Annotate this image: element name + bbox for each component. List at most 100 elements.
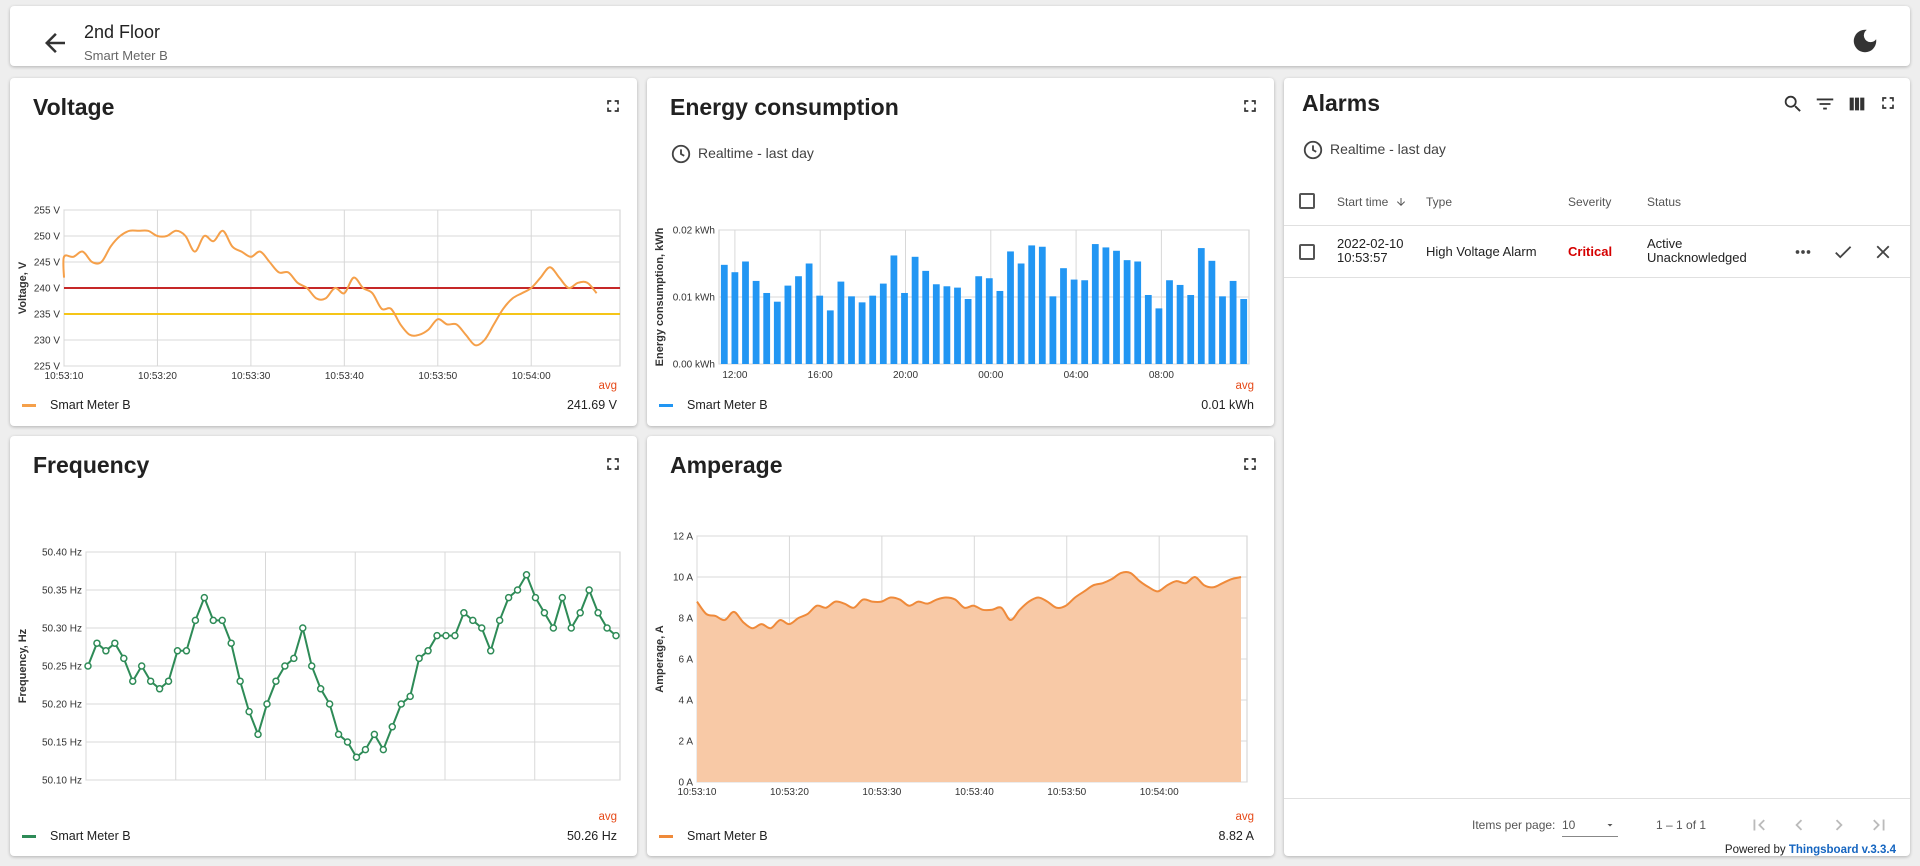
arrow-left-icon xyxy=(45,33,65,53)
x-tick-label: 10:53:10 xyxy=(678,787,717,796)
clear-alarm-button[interactable] xyxy=(1872,241,1894,263)
y-tick-label: 50.30 Hz xyxy=(42,624,82,635)
powered-by: Powered by Thingsboard v.3.3.4 xyxy=(1725,844,1896,856)
data-point xyxy=(120,654,128,663)
start-time-date: 2022-02-10 xyxy=(1337,236,1404,251)
bar xyxy=(1134,261,1142,364)
fullscreen-button[interactable] xyxy=(603,96,623,116)
widget-title: Frequency xyxy=(33,452,150,478)
y-tick-label: 50.35 Hz xyxy=(42,586,82,597)
page-title: 2nd Floor xyxy=(84,22,161,42)
bar xyxy=(1240,299,1248,364)
bar xyxy=(784,285,792,364)
column-header-type[interactable]: Type xyxy=(1426,195,1453,209)
fullscreen-button[interactable] xyxy=(1240,454,1260,474)
bar xyxy=(1166,280,1173,364)
theme-toggle-button[interactable] xyxy=(1850,26,1880,56)
status-line-2: Unacknowledged xyxy=(1647,250,1747,265)
column-header-status[interactable]: Status xyxy=(1647,195,1682,209)
legend-swatch xyxy=(22,835,36,838)
y-tick-label: 0.01 kWh xyxy=(673,293,715,304)
fullscreen-button[interactable] xyxy=(1240,96,1260,116)
last-page-button[interactable] xyxy=(1868,814,1890,836)
y-tick-label: 250 V xyxy=(34,232,60,243)
bar xyxy=(879,283,887,364)
series-line xyxy=(696,571,1242,630)
y-tick-label: 2 A xyxy=(679,737,694,748)
select-all-checkbox[interactable] xyxy=(1299,193,1315,209)
data-point xyxy=(442,631,450,640)
row-checkbox[interactable] xyxy=(1299,244,1315,260)
bar xyxy=(742,261,749,364)
data-point xyxy=(388,723,397,731)
data-point xyxy=(281,662,289,670)
widget-title: Energy consumption xyxy=(670,94,899,120)
x-tick-label: 10:53:30 xyxy=(246,785,285,786)
alarm-details-button[interactable] xyxy=(1792,241,1814,263)
bar xyxy=(1049,296,1057,364)
bar xyxy=(1081,280,1089,364)
next-page-button[interactable] xyxy=(1828,814,1850,836)
y-tick-label: 0.00 kWh xyxy=(673,360,715,371)
legend-series-name: Smart Meter B xyxy=(50,829,131,843)
voltage-widget: Voltage 225 V 230 V 235 V 240 V 245 V 250 V 25… xyxy=(10,78,637,426)
timewindow-text: Realtime - last day xyxy=(698,145,814,161)
fullscreen-button[interactable] xyxy=(1878,93,1900,115)
x-tick-label: 10:53:20 xyxy=(770,787,809,796)
last-page-icon xyxy=(1873,819,1885,831)
bar xyxy=(1038,246,1046,364)
widget-title: Amperage xyxy=(670,452,783,478)
data-point xyxy=(549,624,558,632)
timewindow-text: Realtime - last day xyxy=(1330,141,1446,157)
previous-page-button[interactable] xyxy=(1788,814,1810,836)
voltage-chart: 225 V 230 V 235 V 240 V 245 V 250 V 255 V Volta… xyxy=(17,206,621,382)
y-tick-label: 0.02 kWh xyxy=(673,226,715,237)
column-header-start-time[interactable]: Start time xyxy=(1337,195,1407,209)
bar xyxy=(1155,308,1163,364)
x-tick-label: 10:53:20 xyxy=(138,371,177,382)
x-tick-label: 10:53:50 xyxy=(1047,787,1086,796)
thingsboard-link[interactable]: Thingsboard v.3.3.4 xyxy=(1788,844,1896,856)
y-tick-label: 0 A xyxy=(679,778,694,789)
items-per-page-value: 10 xyxy=(1562,818,1576,832)
y-tick-label: 255 V xyxy=(34,206,60,217)
x-tick-label: 10:53:10 xyxy=(67,785,106,786)
bar xyxy=(869,295,877,364)
bar xyxy=(985,278,993,364)
back-button[interactable] xyxy=(40,28,70,58)
legend-row[interactable]: Smart Meter B 50.26 Hz xyxy=(22,827,617,847)
x-tick-label: 16:00 xyxy=(808,370,833,378)
legend-row[interactable]: Smart Meter B 241.69 V xyxy=(22,396,617,416)
cell-type: High Voltage Alarm xyxy=(1426,244,1537,259)
data-point xyxy=(612,631,620,640)
data-point xyxy=(379,745,388,754)
fullscreen-icon xyxy=(607,458,619,470)
data-point xyxy=(486,647,495,655)
x-tick-label: 10:54:00 xyxy=(515,785,554,786)
data-point xyxy=(307,662,316,670)
first-page-button[interactable] xyxy=(1748,814,1770,836)
fullscreen-button[interactable] xyxy=(603,454,623,474)
legend-swatch xyxy=(659,835,673,838)
table-row[interactable]: 2022-02-10 10:53:57 High Voltage Alarm C… xyxy=(1284,226,1910,278)
y-axis-label: Frequency, Hz xyxy=(17,628,29,703)
filter-button[interactable] xyxy=(1814,93,1836,115)
search-button[interactable] xyxy=(1782,93,1804,115)
items-per-page-select[interactable]: 10 xyxy=(1562,813,1618,837)
data-point xyxy=(576,609,584,617)
data-point xyxy=(146,677,155,685)
data-point xyxy=(478,624,486,632)
column-header-severity[interactable]: Severity xyxy=(1568,195,1612,209)
columns-button[interactable] xyxy=(1846,93,1868,115)
y-axis-label: Energy consumption, kWh xyxy=(654,227,666,366)
search-icon xyxy=(1784,95,1801,112)
y-tick-label: 8 A xyxy=(679,614,694,625)
bar xyxy=(1229,280,1237,364)
legend-row[interactable]: Smart Meter B 8.82 A xyxy=(659,827,1254,847)
data-point xyxy=(513,586,522,594)
bar xyxy=(795,276,802,364)
legend-row[interactable]: Smart Meter B 0.01 kWh xyxy=(659,396,1254,416)
y-tick-label: 50.25 Hz xyxy=(42,662,82,673)
widget-title: Voltage xyxy=(33,94,115,120)
acknowledge-button[interactable] xyxy=(1832,241,1854,263)
